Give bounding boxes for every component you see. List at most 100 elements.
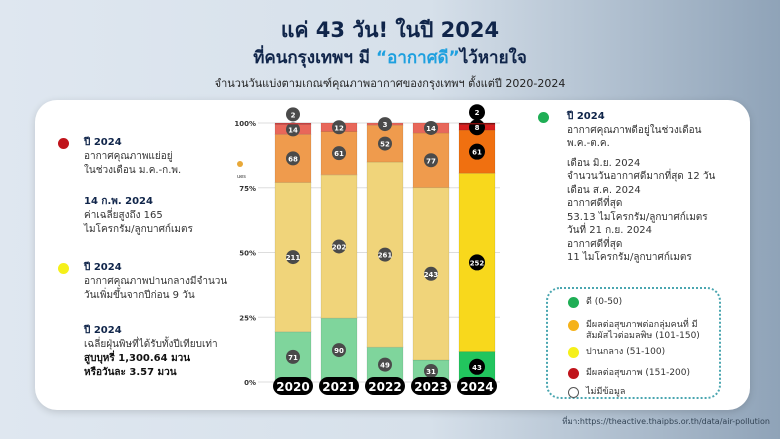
- title-line2: ที่คนกรุงเทพฯ มี “อากาศดี”ไว้หายใจ: [0, 44, 780, 71]
- data-label: 61: [334, 150, 344, 158]
- note-line: 11 ไมโครกรัม/ลูกบาศก์เมตร: [567, 252, 692, 263]
- data-label: 252: [470, 259, 485, 267]
- data-label: 68: [288, 155, 298, 163]
- left-note: ปี 2024 อากาศคุณภาพปานกลางมีจำนวน วันเพิ่ม…: [84, 261, 227, 303]
- legend-swatch-icon: [568, 347, 579, 358]
- legend-label: ดี (0-50): [586, 297, 623, 307]
- y-tick-label: 25%: [239, 314, 256, 322]
- data-label: 243: [424, 271, 439, 279]
- data-label: 2: [291, 111, 296, 119]
- data-label: 12: [334, 124, 344, 132]
- legend-item: ดี (0-50): [568, 297, 622, 308]
- x-tick-label: 2021: [322, 380, 355, 394]
- note-line: ในช่วงเดือน ม.ค.-ก.พ.: [84, 165, 182, 176]
- note-dot-icon: [538, 112, 549, 123]
- x-tick-label: 2020: [276, 380, 309, 394]
- note-line: เฉลี่ยฝุ่นพิษที่ได้รับทั้งปีเทียบเท่า: [84, 339, 218, 350]
- note-line: อากาศดีที่สุด: [567, 238, 623, 250]
- data-label: 202: [332, 243, 347, 251]
- bar-segment: [458, 122, 496, 125]
- note-heading: ปี 2024: [567, 111, 605, 122]
- data-label: 3: [383, 121, 388, 129]
- data-label-badge: [424, 120, 438, 135]
- x-tick-pill: [457, 377, 497, 395]
- subtitle: จำนวนวันแบ่งตามเกณฑ์คุณภาพอากาศของกรุงเท…: [214, 77, 566, 90]
- title-line1: แค่ 43 วัน! ในปี 2024: [280, 18, 500, 42]
- legend-swatch-icon: [568, 297, 579, 308]
- data-label: 2: [475, 109, 480, 117]
- left-note: ปี 2024 เฉลี่ยฝุ่นพิษที่ได้รับทั้งปีเทียบ…: [84, 324, 218, 380]
- legend-item: มีผลต่อสุขภาพต่อกลุ่มคนที่ มีสัมผัสไวต่อ…: [568, 320, 706, 342]
- y-tick-label: 75%: [239, 185, 256, 193]
- data-label-badge: [286, 151, 300, 166]
- note-heading: ปี 2024: [84, 325, 122, 336]
- stray-legend-text: ues: [237, 174, 246, 180]
- note-line: ค่าเฉลี่ยสูงถึง 165: [84, 210, 163, 221]
- note-line: พ.ค.-ต.ค.: [567, 138, 610, 149]
- left-note: ปี 2024 อากาศคุณภาพแย่อยู่ในช่วงเดือน ม.ค…: [84, 136, 181, 178]
- data-label-badge: [286, 122, 300, 137]
- x-tick-pill: [411, 377, 451, 395]
- legend: ดี (0-50) มีผลต่อสุขภาพต่อกลุ่มคนที่ มีสั…: [546, 287, 721, 399]
- data-label: 14: [426, 125, 436, 133]
- y-tick-label: 100%: [234, 120, 256, 128]
- legend-label: ไม่มีข้อมูล: [586, 387, 626, 397]
- note-line: อากาศคุณภาพดีอยู่ในช่วงเดือน: [567, 124, 702, 136]
- legend-swatch-icon: [568, 387, 579, 398]
- legend-swatch-icon: [568, 368, 579, 379]
- data-label-badge: [332, 343, 346, 358]
- source-text: ที่มา:https://theactive.thaipbs.or.th/da…: [562, 417, 770, 426]
- note-line: 53.13 ไมโครกรัม/ลูกบาศก์เมตร: [567, 211, 708, 223]
- x-tick-pill: [319, 377, 359, 395]
- legend-item: ปานกลาง (51-100): [568, 347, 665, 358]
- data-label: 49: [380, 362, 390, 370]
- note-line: อากาศคุณภาพปานกลางมีจำนวน: [84, 276, 228, 287]
- x-tick-pill: [273, 377, 313, 395]
- note-heading: ปี 2024: [84, 137, 122, 148]
- data-label-badge: [286, 250, 300, 265]
- y-tick-label: 0%: [244, 379, 256, 387]
- data-label: 71: [288, 354, 298, 362]
- legend-label: มีผลต่อสุขภาพต่อกลุ่มคนที่ มีสัมผัสไวต่อ…: [586, 320, 700, 341]
- stray-legend-dot-icon: [237, 161, 243, 167]
- note-line: วันเพิ่มขึ้นจากปีก่อน 9 วัน: [84, 290, 195, 301]
- legend-item: ไม่มีข้อมูล: [568, 387, 625, 398]
- note-line: วันที่ 21 ก.ย. 2024: [567, 225, 653, 236]
- data-label-badge: [424, 364, 438, 379]
- data-label-badge: [332, 239, 346, 254]
- data-label-badge: [378, 136, 392, 151]
- data-label-badge: [378, 117, 392, 132]
- note-line: จำนวนวันอากาศดีมากที่สุด 12 วัน: [567, 171, 716, 182]
- data-label-badge: [332, 146, 346, 161]
- data-label-badge: [286, 349, 300, 364]
- data-label: 52: [380, 141, 390, 149]
- title-line2-pre: ที่คนกรุงเทพฯ มี: [253, 48, 376, 68]
- data-label-badge: [424, 266, 438, 281]
- data-label-badge: [332, 120, 346, 135]
- bar-segment: [274, 122, 312, 125]
- data-label: 31: [426, 368, 436, 376]
- note-line: อากาศดีที่สุด: [567, 198, 623, 209]
- note-bold-line: สูบบุหรี่ 1,300.64 มวน: [84, 353, 191, 364]
- data-label: 8: [475, 124, 480, 132]
- data-label: 61: [472, 149, 482, 157]
- note-line: อากาศคุณภาพแย่อยู่: [84, 151, 173, 162]
- data-label-badge: [286, 107, 300, 122]
- data-label: 14: [288, 126, 298, 134]
- data-label-badge: [378, 247, 392, 262]
- data-label: 90: [334, 347, 344, 355]
- left-note: 14 ก.พ. 2024 ค่าเฉลี่ยสูงถึง 165 ไมโครกรัม…: [84, 195, 193, 237]
- title-highlight: “อากาศดี”: [375, 48, 460, 68]
- note-line: เดือน ส.ค. 2024: [567, 184, 641, 196]
- right-note-text: ปี 2024 อากาศคุณภาพดีอยู่ในช่วงเดือนพ.ค.-…: [567, 110, 715, 265]
- note-line: ไมโครกรัม/ลูกบาศก์เมตร: [84, 224, 193, 235]
- data-label-badge: [469, 358, 485, 375]
- x-tick-label: 2023: [414, 380, 447, 394]
- note-dot-icon: [58, 138, 69, 149]
- legend-item: มีผลต่อสุขภาพ (151-200): [568, 368, 690, 379]
- note-heading: 14 ก.พ. 2024: [84, 196, 153, 207]
- note-line: เดือน มิ.ย. 2024: [567, 157, 641, 169]
- data-label-badge: [469, 143, 485, 160]
- data-label: 261: [378, 252, 393, 260]
